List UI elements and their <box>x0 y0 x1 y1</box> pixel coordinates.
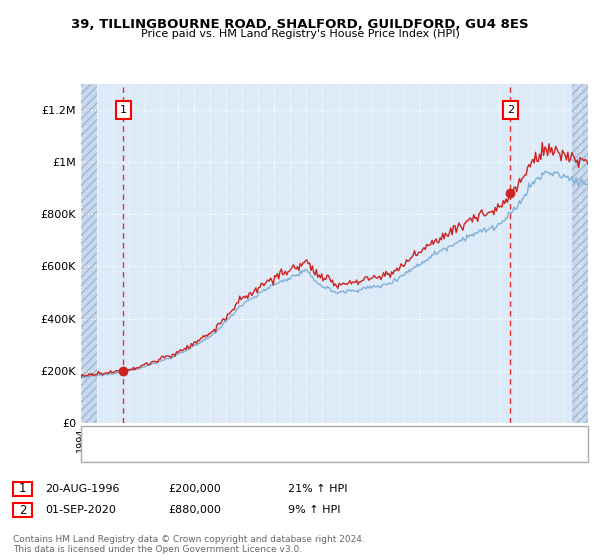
Text: 20-AUG-1996: 20-AUG-1996 <box>45 484 119 494</box>
Text: 2: 2 <box>506 105 514 115</box>
Text: HPI: Average price, detached house, Guildford: HPI: Average price, detached house, Guil… <box>111 449 331 458</box>
Text: 01-SEP-2020: 01-SEP-2020 <box>45 505 116 515</box>
Point <box>119 366 128 375</box>
Text: 1: 1 <box>120 105 127 115</box>
Bar <box>81 84 97 423</box>
Text: —: — <box>88 427 104 442</box>
Text: 39, TILLINGBOURNE ROAD, SHALFORD, GUILDFORD, GU4 8ES (detached house): 39, TILLINGBOURNE ROAD, SHALFORD, GUILDF… <box>111 430 489 439</box>
Text: 2: 2 <box>19 503 26 517</box>
Text: 9% ↑ HPI: 9% ↑ HPI <box>288 505 341 515</box>
Text: 21% ↑ HPI: 21% ↑ HPI <box>288 484 347 494</box>
Point <box>505 189 515 198</box>
Text: —: — <box>88 445 104 460</box>
Bar <box>572 84 588 423</box>
Text: Price paid vs. HM Land Registry's House Price Index (HPI): Price paid vs. HM Land Registry's House … <box>140 29 460 39</box>
Text: Contains HM Land Registry data © Crown copyright and database right 2024.
This d: Contains HM Land Registry data © Crown c… <box>13 535 365 554</box>
Bar <box>572 84 588 423</box>
Text: 39, TILLINGBOURNE ROAD, SHALFORD, GUILDFORD, GU4 8ES: 39, TILLINGBOURNE ROAD, SHALFORD, GUILDF… <box>71 18 529 31</box>
Text: £880,000: £880,000 <box>168 505 221 515</box>
Bar <box>81 84 97 423</box>
Text: 1: 1 <box>19 482 26 496</box>
Text: £200,000: £200,000 <box>168 484 221 494</box>
